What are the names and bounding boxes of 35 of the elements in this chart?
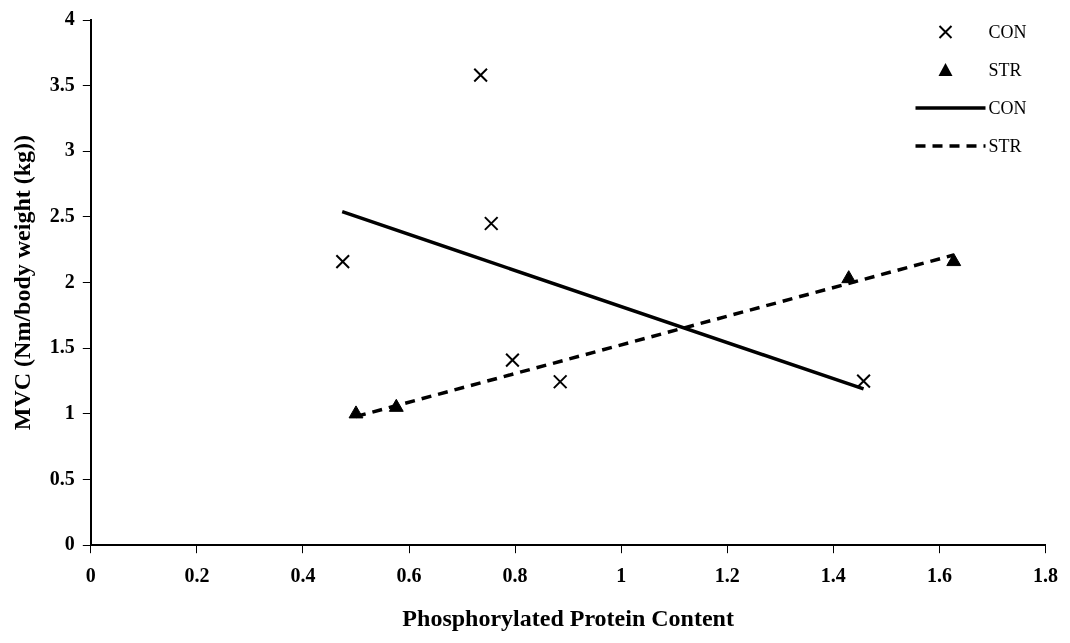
point [348, 405, 364, 419]
y-tick-label: 0 [64, 532, 75, 555]
x-tick-label: 0 [85, 564, 96, 587]
point [552, 374, 568, 390]
x-tick-label: 1.4 [820, 564, 846, 587]
point [335, 254, 351, 269]
legend-label: STR [988, 59, 1022, 80]
point [841, 270, 857, 284]
x-tick-label: 1.8 [1033, 564, 1058, 587]
x-tick-label: 0.8 [502, 564, 528, 587]
point [483, 216, 499, 231]
y-axis-title: MVC (Nm/body weight (kg)) [8, 134, 35, 431]
y-tick-label: 0.5 [49, 466, 75, 489]
y-tick-label: 1.5 [49, 335, 75, 358]
legend-label: CON [988, 97, 1027, 118]
y-tick-label: 2.5 [49, 204, 75, 227]
x-axis-title: Phosphorylated Protein Content [402, 604, 734, 631]
y-tick-label: 4 [64, 7, 75, 30]
point [473, 67, 488, 83]
x-tick-label: 1.6 [926, 564, 952, 587]
point [388, 398, 404, 412]
legend-label: CON [988, 21, 1027, 42]
point [946, 253, 962, 267]
point [856, 373, 871, 389]
x-tick-label: 0.2 [184, 564, 210, 587]
x-tick-label: 0.4 [290, 564, 316, 587]
x-tick-label: 1.2 [714, 564, 740, 587]
y-tick-label: 1 [64, 401, 75, 424]
legend-label: STR [988, 135, 1022, 156]
y-tick-label: 3.5 [49, 72, 75, 95]
point [505, 352, 520, 368]
x-tick-label: 0.6 [396, 564, 422, 587]
y-tick-label: 2 [64, 269, 75, 292]
x-tick-label: 1 [616, 564, 627, 587]
y-tick-label: 3 [64, 138, 75, 161]
